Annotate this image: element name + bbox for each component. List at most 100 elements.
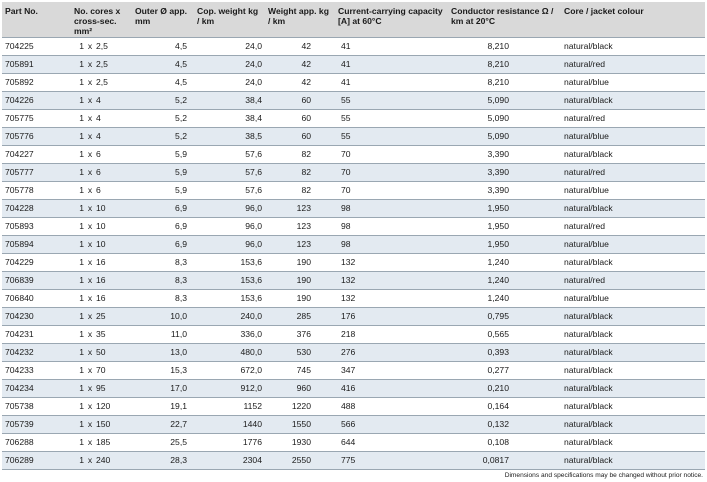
table-row: 704230 1 x 25 10,0 240,0 285 176 0,795 natural/bl… <box>2 307 705 326</box>
table-row: 705775 1 x 4 5,2 38,4 60 55 5,090 natural/red <box>2 109 705 128</box>
cell-core-jacket-colour: natural/black <box>561 451 705 470</box>
cell-multiply-sign: x <box>87 220 93 231</box>
cell-multiply-sign: x <box>87 166 93 177</box>
cell-conductor-resistance: 0,795 <box>448 307 561 326</box>
cell-conductor-resistance: 3,390 <box>448 145 561 164</box>
table-row: 705738 1 x 120 19,1 1152 1220 488 0,164 natural/b… <box>2 397 705 416</box>
cell-multiply-sign: x <box>87 454 93 465</box>
cell-core-jacket-colour: natural/black <box>561 307 705 326</box>
cell-current-capacity: 55 <box>335 127 448 146</box>
table-row: 704225 1 x 2,5 4,5 24,0 42 41 8,210 natural/black <box>2 37 705 56</box>
cell-copper-weight: 153,6 <box>194 253 265 272</box>
table-row: 706288 1 x 185 25,5 1776 1930 644 0,108 natural/b… <box>2 433 705 452</box>
cell-multiply-sign: x <box>87 238 93 249</box>
header-weight: Weight app. kg / km <box>265 2 335 38</box>
cell-weight: 190 <box>265 253 335 272</box>
cell-core-jacket-colour: natural/red <box>561 55 705 74</box>
cell-core-jacket-colour: natural/red <box>561 109 705 128</box>
cell-core-count: 1 <box>79 418 84 429</box>
cell-copper-weight: 336,0 <box>194 325 265 344</box>
cell-core-jacket-colour: natural/black <box>561 325 705 344</box>
cell-cores-cross-section: 1 x 10 <box>71 217 132 236</box>
cell-multiply-sign: x <box>87 112 93 123</box>
cell-part-no: 704234 <box>2 379 71 398</box>
cell-current-capacity: 644 <box>335 433 448 452</box>
cell-core-count: 1 <box>79 310 84 321</box>
cell-conductor-resistance: 1,950 <box>448 217 561 236</box>
cell-core-count: 1 <box>79 364 84 375</box>
cell-cross-section: 95 <box>96 382 106 393</box>
cell-outer-diameter: 4,5 <box>132 55 194 74</box>
cell-part-no: 705891 <box>2 55 71 74</box>
cell-current-capacity: 218 <box>335 325 448 344</box>
cell-cross-section: 2,5 <box>96 40 108 51</box>
cell-conductor-resistance: 0,164 <box>448 397 561 416</box>
cell-part-no: 706839 <box>2 271 71 290</box>
cell-current-capacity: 276 <box>335 343 448 362</box>
cell-part-no: 705892 <box>2 73 71 92</box>
cell-cross-section: 10 <box>96 202 106 213</box>
cell-part-no: 705738 <box>2 397 71 416</box>
cell-cores-cross-section: 1 x 2,5 <box>71 73 132 92</box>
cell-conductor-resistance: 8,210 <box>448 55 561 74</box>
cell-weight: 82 <box>265 145 335 164</box>
header-conductor-resistance: Conductor resistance Ω / km at 20°C <box>448 2 561 38</box>
cell-outer-diameter: 4,5 <box>132 73 194 92</box>
cell-cores-cross-section: 1 x 16 <box>71 253 132 272</box>
cell-conductor-resistance: 0,565 <box>448 325 561 344</box>
cell-copper-weight: 57,6 <box>194 145 265 164</box>
cell-cores-cross-section: 1 x 35 <box>71 325 132 344</box>
cell-weight: 190 <box>265 271 335 290</box>
cell-core-count: 1 <box>79 220 84 231</box>
cell-copper-weight: 38,5 <box>194 127 265 146</box>
cell-current-capacity: 70 <box>335 181 448 200</box>
cell-outer-diameter: 10,0 <box>132 307 194 326</box>
cell-copper-weight: 153,6 <box>194 289 265 308</box>
cell-part-no: 704233 <box>2 361 71 380</box>
cell-part-no: 705776 <box>2 127 71 146</box>
cell-multiply-sign: x <box>87 328 93 339</box>
cell-core-jacket-colour: natural/blue <box>561 235 705 254</box>
cell-core-count: 1 <box>79 256 84 267</box>
cell-cores-cross-section: 1 x 16 <box>71 289 132 308</box>
cell-conductor-resistance: 1,950 <box>448 235 561 254</box>
cell-weight: 745 <box>265 361 335 380</box>
cell-copper-weight: 96,0 <box>194 199 265 218</box>
cell-current-capacity: 176 <box>335 307 448 326</box>
cell-copper-weight: 38,4 <box>194 91 265 110</box>
cell-multiply-sign: x <box>87 400 93 411</box>
cell-conductor-resistance: 8,210 <box>448 73 561 92</box>
cell-copper-weight: 672,0 <box>194 361 265 380</box>
cell-multiply-sign: x <box>87 364 93 375</box>
cell-outer-diameter: 13,0 <box>132 343 194 362</box>
cell-core-count: 1 <box>79 184 84 195</box>
cell-part-no: 704225 <box>2 37 71 56</box>
cell-part-no: 704226 <box>2 91 71 110</box>
table-row: 704231 1 x 35 11,0 336,0 376 218 0,565 natural/bl… <box>2 325 705 344</box>
cell-copper-weight: 24,0 <box>194 55 265 74</box>
cell-core-jacket-colour: natural/black <box>561 145 705 164</box>
cell-part-no: 704229 <box>2 253 71 272</box>
cell-cross-section: 6 <box>96 166 101 177</box>
cell-copper-weight: 2304 <box>194 451 265 470</box>
cell-cross-section: 70 <box>96 364 106 375</box>
cell-multiply-sign: x <box>87 202 93 213</box>
cell-outer-diameter: 6,9 <box>132 217 194 236</box>
cell-cross-section: 10 <box>96 238 106 249</box>
cell-core-jacket-colour: natural/blue <box>561 73 705 92</box>
cell-weight: 60 <box>265 109 335 128</box>
cell-outer-diameter: 5,2 <box>132 127 194 146</box>
cell-cross-section: 4 <box>96 94 101 105</box>
cell-multiply-sign: x <box>87 418 93 429</box>
cell-core-count: 1 <box>79 202 84 213</box>
cell-core-count: 1 <box>79 274 84 285</box>
cell-part-no: 705894 <box>2 235 71 254</box>
cell-cross-section: 4 <box>96 112 101 123</box>
cell-core-count: 1 <box>79 40 84 51</box>
table-row: 704232 1 x 50 13,0 480,0 530 276 0,393 natural/bl… <box>2 343 705 362</box>
cell-outer-diameter: 5,9 <box>132 181 194 200</box>
cell-outer-diameter: 8,3 <box>132 253 194 272</box>
cell-current-capacity: 488 <box>335 397 448 416</box>
cell-core-count: 1 <box>79 292 84 303</box>
